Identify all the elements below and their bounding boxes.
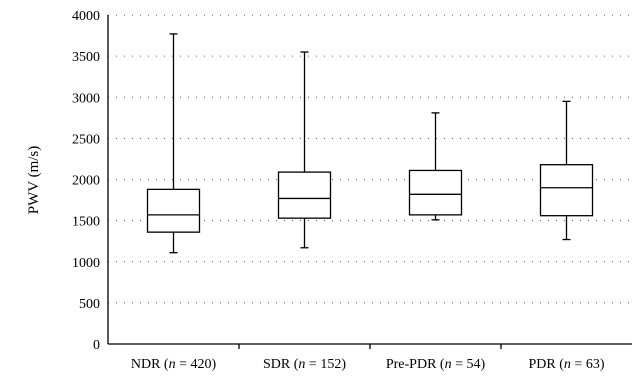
category-labels: NDR (n = 420) SDR (n = 152) Pre-PDR (n = 5… (131, 357, 605, 372)
y-tick-label: 0 (93, 338, 100, 353)
x-axis-ticks (238, 344, 502, 349)
boxes (146, 33, 594, 254)
y-tick-label: 1000 (72, 256, 100, 271)
y-axis-tick-labels: 0 500 1000 1500 2000 2500 3000 3500 4000 (72, 9, 100, 353)
y-tick-label: 4000 (72, 9, 100, 24)
category-label-prefix: Pre-PDR ( (386, 357, 445, 372)
category-label-prefix: SDR ( (263, 357, 299, 372)
iqr-box (539, 164, 594, 217)
category-label: SDR (n = 152) (263, 357, 346, 372)
y-axis-title: PWV (m/s) (26, 146, 42, 214)
box-3 (408, 112, 463, 221)
category-label-suffix: = 152) (305, 357, 346, 372)
category-label-n: n (298, 357, 305, 372)
category-label: NDR (n = 420) (131, 357, 217, 372)
category-label-prefix: NDR ( (131, 357, 169, 372)
y-tick-label: 3000 (72, 91, 100, 106)
y-tick-label: 1500 (72, 215, 100, 230)
box-4 (539, 100, 594, 241)
iqr-box (277, 171, 332, 219)
box-2 (277, 51, 332, 249)
y-tick-label: 500 (79, 297, 100, 312)
y-tick-label: 2500 (72, 132, 100, 147)
category-label-suffix: = 420) (176, 357, 217, 372)
box-1 (146, 33, 201, 254)
iqr-box (408, 169, 463, 216)
category-label-n: n (564, 357, 571, 372)
category-label-n: n (445, 357, 452, 372)
category-label-suffix: = 54) (452, 357, 486, 372)
category-label-suffix: = 63) (571, 357, 605, 372)
category-label: PDR (n = 63) (529, 357, 605, 372)
category-label-n: n (169, 357, 176, 372)
y-tick-label: 2000 (72, 174, 100, 189)
category-label: Pre-PDR (n = 54) (386, 357, 486, 372)
iqr-box (146, 188, 201, 233)
y-tick-label: 3500 (72, 50, 100, 65)
category-label-prefix: PDR ( (529, 357, 565, 372)
gridlines (108, 14, 632, 304)
